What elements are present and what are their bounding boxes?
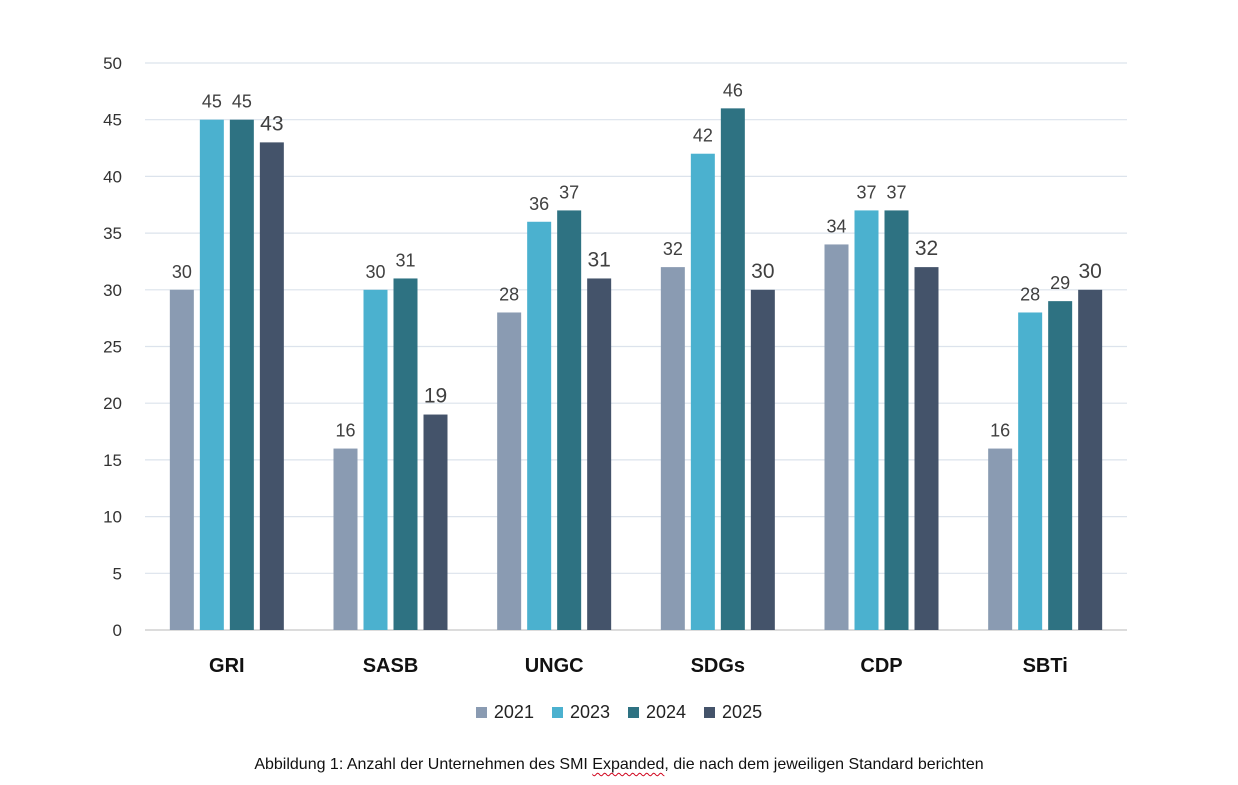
y-tick-label: 40 xyxy=(103,167,122,186)
data-label: 30 xyxy=(365,262,385,282)
y-tick-label: 5 xyxy=(113,564,122,583)
bars xyxy=(169,108,1103,631)
x-tick-label: GRI xyxy=(209,655,245,677)
data-label: 31 xyxy=(395,250,415,270)
data-label: 30 xyxy=(751,260,774,283)
bar-sasb-2023 xyxy=(363,289,388,630)
bar-ungc-2024 xyxy=(557,210,582,631)
bar-cdp-2023 xyxy=(854,210,879,631)
legend-label: 2025 xyxy=(722,702,763,722)
bar-sbti-2023 xyxy=(1018,312,1043,630)
data-labels: 30 45 45 43 16 30 31 19 28 36 37 31 32 42 46 30 34 37 37 32… xyxy=(172,80,1102,440)
bar-sbti-2021 xyxy=(988,448,1013,630)
bar-gri-2024 xyxy=(229,119,254,630)
data-label: 30 xyxy=(1078,260,1101,283)
legend-item-2025: 2025 xyxy=(704,702,762,723)
data-label: 36 xyxy=(529,194,549,214)
data-label: 16 xyxy=(990,421,1010,441)
y-tick-label: 35 xyxy=(103,224,122,243)
y-tick-label: 20 xyxy=(103,394,122,413)
data-label: 42 xyxy=(693,126,713,146)
legend-swatch xyxy=(475,707,487,718)
legend-label: 2021 xyxy=(493,702,534,722)
bar-cdp-2025 xyxy=(914,267,939,630)
bar-gri-2023 xyxy=(199,119,224,630)
bar-cdp-2021 xyxy=(824,244,849,630)
data-label: 28 xyxy=(499,284,519,304)
y-axis: 0 5 10 15 20 25 30 35 40 45 50 xyxy=(103,54,122,640)
bar-ungc-2023 xyxy=(527,221,552,630)
caption-part-1: Abbildung 1: Anzahl der Unternehmen des … xyxy=(254,756,593,773)
legend-swatch xyxy=(551,707,563,718)
x-tick-label: SASB xyxy=(363,655,419,677)
data-label: 37 xyxy=(856,182,876,202)
legend-label: 2023 xyxy=(569,702,610,722)
y-tick-label: 0 xyxy=(113,621,122,640)
data-label: 37 xyxy=(886,182,906,202)
bar-ungc-2025 xyxy=(587,278,612,630)
y-tick-label: 45 xyxy=(103,111,122,130)
data-label: 46 xyxy=(723,80,743,100)
data-label: 28 xyxy=(1020,284,1040,304)
legend: 2021 2023 2024 2025 xyxy=(0,702,1238,723)
legend-label: 2024 xyxy=(646,702,687,722)
bar-sbti-2024 xyxy=(1048,301,1073,630)
legend-item-2023: 2023 xyxy=(551,702,610,723)
bar-sdgs-2023 xyxy=(690,153,715,630)
data-label: 19 xyxy=(424,385,447,408)
data-label: 30 xyxy=(172,262,192,282)
bar-ungc-2021 xyxy=(497,312,522,630)
data-label: 45 xyxy=(232,92,252,112)
bar-sdgs-2021 xyxy=(660,267,685,630)
y-tick-label: 15 xyxy=(103,451,122,470)
data-label: 45 xyxy=(202,92,222,112)
bar-sbti-2025 xyxy=(1078,289,1103,630)
x-tick-label: UNGC xyxy=(525,655,584,677)
figure-caption: Abbildung 1: Anzahl der Unternehmen des … xyxy=(0,756,1238,774)
x-tick-label: SBTi xyxy=(1023,655,1068,677)
caption-part-2: , die nach dem jeweiligen Standard beric… xyxy=(664,756,984,773)
legend-item-2024: 2024 xyxy=(628,702,686,723)
data-label: 31 xyxy=(587,248,610,271)
y-tick-label: 25 xyxy=(103,338,122,357)
bar-sasb-2024 xyxy=(393,278,418,630)
data-label: 16 xyxy=(335,421,355,441)
legend-swatch xyxy=(628,707,639,718)
bar-sdgs-2024 xyxy=(720,108,745,631)
gridlines xyxy=(145,62,1127,631)
legend-item-2021: 2021 xyxy=(475,702,534,723)
bar-sasb-2025 xyxy=(423,414,448,630)
bar-gri-2021 xyxy=(169,289,194,630)
data-label: 43 xyxy=(260,112,283,135)
data-label: 34 xyxy=(826,216,846,236)
bar-gri-2025 xyxy=(259,142,284,630)
y-tick-label: 10 xyxy=(103,508,122,527)
y-tick-label: 50 xyxy=(103,54,122,73)
data-label: 29 xyxy=(1050,273,1070,293)
bar-sasb-2021 xyxy=(333,448,358,630)
y-tick-label: 30 xyxy=(103,281,122,300)
data-label: 37 xyxy=(559,182,579,202)
bar-sdgs-2025 xyxy=(750,289,775,630)
data-label: 32 xyxy=(915,237,938,260)
bar-cdp-2024 xyxy=(884,210,909,631)
x-tick-label: SDGs xyxy=(691,655,745,677)
caption-marked-word: Expanded xyxy=(592,756,665,773)
x-tick-label: CDP xyxy=(860,655,902,677)
legend-swatch xyxy=(704,707,716,718)
data-label: 32 xyxy=(663,239,683,259)
x-axis: GRI SASB UNGC SDGs CDP SBTi xyxy=(209,655,1068,677)
